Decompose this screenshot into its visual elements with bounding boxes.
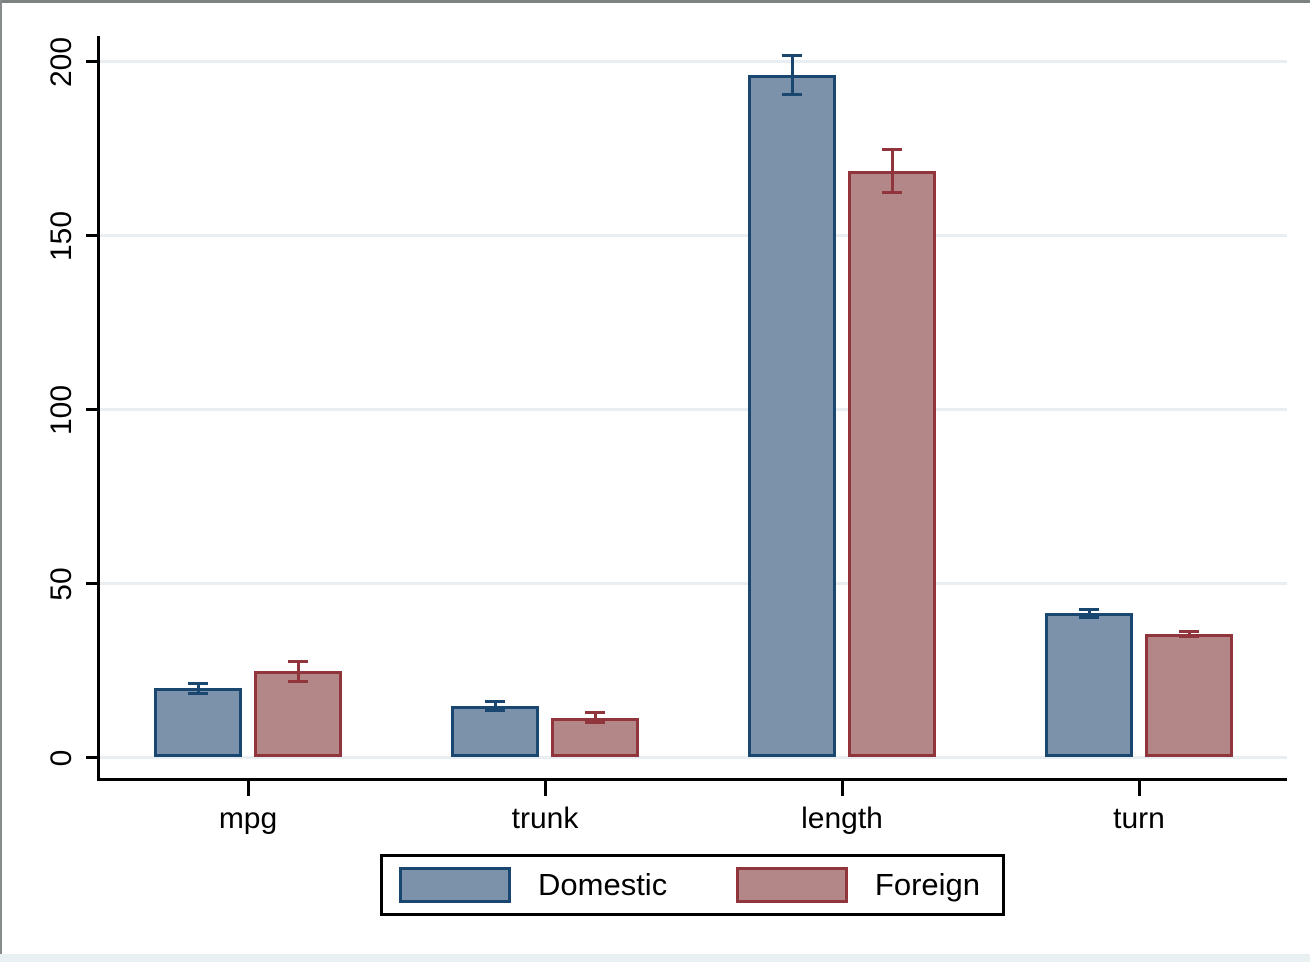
y-tick-100: [86, 408, 100, 411]
y-tick-150: [86, 234, 100, 237]
legend: Domestic Foreign: [380, 854, 1005, 916]
error-bar-cap-bottom-domestic-trunk: [485, 708, 505, 712]
error-bar-cap-top-foreign-turn: [1179, 630, 1199, 634]
legend-entry-domestic: Domestic: [399, 867, 667, 903]
gridline-50: [100, 582, 1287, 585]
error-bar-cap-bottom-foreign-turn: [1179, 635, 1199, 639]
bar-foreign-mpg: [254, 671, 342, 758]
y-axis-line: [97, 36, 100, 781]
legend-label-foreign: Foreign: [874, 867, 980, 902]
error-bar-cap-top-domestic-turn: [1079, 607, 1099, 611]
legend-swatch-foreign: [735, 867, 848, 903]
x-axis-label-length: length: [801, 802, 883, 835]
x-tick-length: [840, 778, 844, 796]
error-bar-cap-bottom-foreign-trunk: [585, 721, 605, 725]
gridline-100: [100, 408, 1287, 411]
error-bar-stem-domestic-turn: [1087, 609, 1091, 618]
bar-domestic-turn: [1045, 613, 1133, 758]
error-bar-stem-domestic-trunk: [493, 701, 497, 711]
error-bar-stem-foreign-mpg: [296, 661, 300, 682]
gridline-0: [100, 756, 1287, 759]
legend-label-domestic: Domestic: [538, 867, 668, 902]
error-bar-cap-bottom-foreign-mpg: [288, 679, 308, 683]
window-left-border: [0, 0, 2, 954]
error-bar-cap-top-foreign-trunk: [585, 711, 605, 715]
bar-foreign-length: [848, 170, 936, 758]
error-bar-cap-bottom-domestic-length: [782, 92, 802, 96]
x-tick-turn: [1137, 778, 1141, 796]
y-tick-label-50: 50: [45, 566, 78, 601]
y-tick-label-0: 0: [45, 749, 78, 766]
window-bottom-strip: [0, 954, 1310, 962]
y-tick-label-200: 200: [45, 36, 78, 87]
bar-foreign-trunk: [551, 717, 639, 758]
y-tick-label-150: 150: [45, 210, 78, 261]
bar-domestic-mpg: [154, 688, 242, 758]
bar-domestic-length: [748, 74, 836, 758]
error-bar-cap-bottom-domestic-mpg: [188, 691, 208, 695]
y-tick-50: [86, 582, 100, 585]
legend-entry-foreign: Foreign: [735, 867, 980, 903]
error-bar-cap-top-domestic-mpg: [188, 682, 208, 686]
y-tick-0: [86, 756, 100, 759]
error-bar-cap-top-foreign-mpg: [288, 659, 308, 663]
x-axis-label-mpg: mpg: [218, 802, 278, 835]
x-tick-trunk: [543, 778, 547, 796]
y-tick-200: [86, 60, 100, 63]
gridline-200: [100, 60, 1287, 63]
error-bar-cap-bottom-foreign-length: [882, 190, 902, 194]
x-axis-label-trunk: trunk: [511, 802, 579, 835]
error-bar-cap-top-domestic-trunk: [485, 700, 505, 704]
legend-swatch-domestic: [399, 867, 511, 903]
x-tick-mpg: [246, 778, 250, 796]
error-bar-stem-domestic-length: [790, 55, 794, 95]
error-bar-cap-top-domestic-length: [782, 54, 802, 57]
error-bar-stem-foreign-length: [890, 149, 894, 193]
y-tick-label-100: 100: [45, 384, 78, 435]
error-bar-stem-domestic-mpg: [196, 683, 200, 694]
x-axis-label-turn: turn: [1113, 802, 1165, 835]
error-bar-cap-bottom-domestic-turn: [1079, 615, 1099, 619]
bar-domestic-trunk: [451, 706, 539, 758]
error-bar-stem-foreign-turn: [1187, 631, 1191, 637]
window-top-border: [0, 0, 1310, 3]
error-bar-cap-top-foreign-length: [882, 148, 902, 152]
x-axis-line: [97, 778, 1287, 781]
bar-foreign-turn: [1145, 634, 1233, 758]
gridline-150: [100, 234, 1287, 237]
error-bar-stem-foreign-trunk: [593, 712, 597, 723]
